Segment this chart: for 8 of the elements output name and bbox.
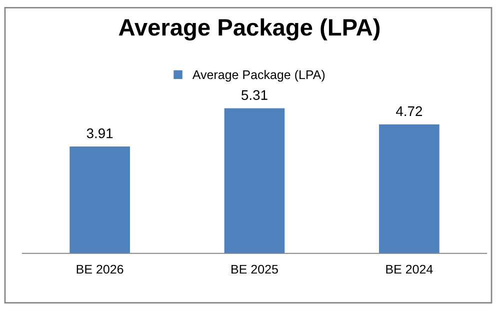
data-label: 4.72 [396, 106, 422, 116]
x-tick-label: BE 2026 [76, 264, 124, 274]
x-tick-label: BE 2024 [386, 264, 433, 274]
x-tick-label: BE 2025 [232, 264, 278, 274]
data-label: 5.31 [242, 90, 268, 100]
legend-label: Average Package (LPA) [192, 70, 325, 82]
chart-title: Average Package (LPA) [118, 18, 380, 41]
data-label: 3.91 [86, 128, 113, 138]
